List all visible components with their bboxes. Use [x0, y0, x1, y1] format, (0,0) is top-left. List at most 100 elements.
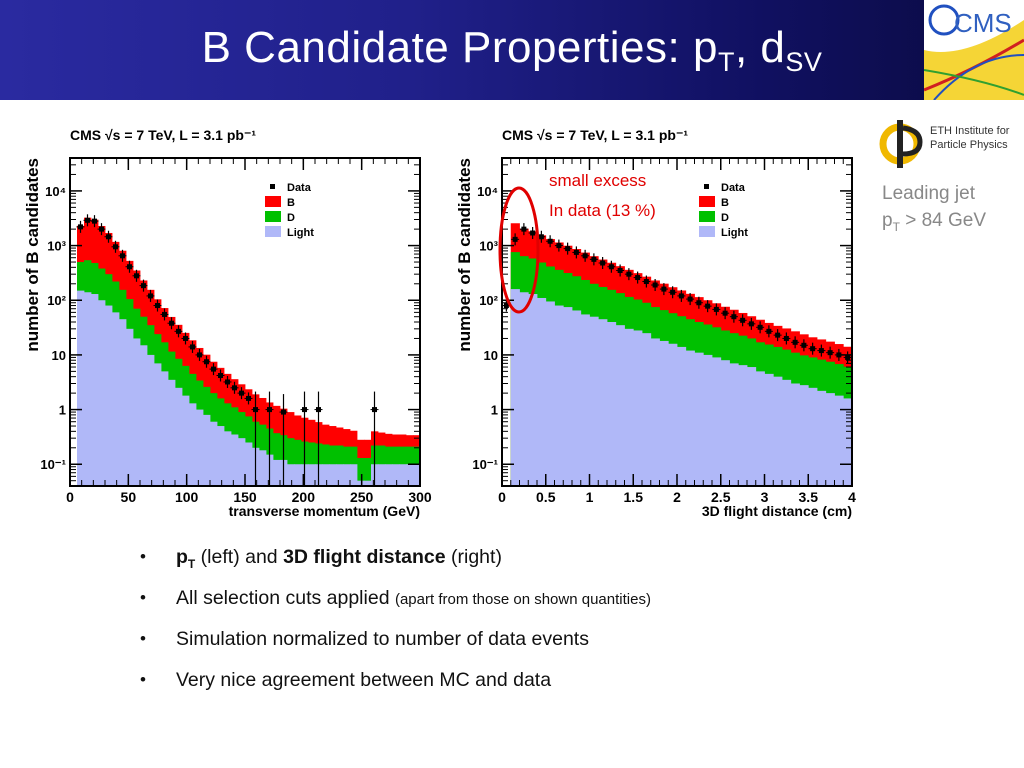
data-point	[740, 317, 746, 323]
y-tick-label: 10⁴	[477, 184, 498, 199]
data-point	[92, 218, 97, 224]
hist-bar-light	[615, 325, 625, 486]
data-point	[127, 264, 132, 270]
data-point	[530, 230, 536, 236]
data-point	[148, 293, 153, 299]
data-point	[99, 226, 104, 232]
hist-bar-light	[808, 387, 818, 486]
hist-bar-light	[677, 346, 687, 486]
data-point	[281, 409, 286, 415]
hist-bar-light	[343, 464, 351, 486]
y-tick-label: 10	[484, 348, 498, 363]
data-point	[582, 253, 588, 259]
legend-marker-data	[704, 184, 709, 189]
data-point	[818, 348, 824, 354]
hist-bar-light	[685, 350, 695, 486]
hist-bar-light	[105, 305, 113, 486]
eth-logo	[879, 120, 923, 168]
hist-bar-light	[694, 352, 704, 486]
cms-logo: CMS	[924, 0, 1024, 100]
y-axis-label: number of B candidates	[455, 158, 474, 352]
y-tick-label: 10³	[479, 239, 498, 254]
hist-bar-light	[392, 464, 400, 486]
excess-highlight-ellipse	[498, 186, 540, 314]
hist-bar-light	[189, 403, 197, 486]
data-point	[600, 260, 606, 266]
bullet-dot: •	[140, 588, 146, 607]
hist-bar-light	[161, 371, 169, 486]
hist-bar-light	[196, 409, 204, 486]
hist-bar-light	[77, 290, 85, 486]
x-tick-label: 0	[498, 489, 506, 505]
legend-label: B	[287, 197, 295, 209]
x-axis-label: 3D flight distance (cm)	[702, 503, 852, 519]
legend-swatch-d	[699, 211, 715, 222]
x-tick-label: 2	[673, 489, 681, 505]
y-tick-label: 1	[491, 403, 498, 418]
flight-distance-histogram: 10⁻¹ 1 10 10² 10³ 10⁴ 0 0.5 1 1.5 2 2.5 3 3.5 43D flig…	[455, 127, 856, 519]
data-point	[162, 311, 167, 317]
legend-swatch-d	[265, 211, 281, 222]
legend-label: Data	[287, 182, 312, 194]
hist-bar-light	[747, 367, 757, 486]
annotation-line1: small excess	[549, 171, 646, 190]
x-axis-label: transverse momentum (GeV)	[229, 503, 420, 519]
hist-bar-light	[633, 330, 643, 486]
hist-bar-light	[84, 292, 92, 486]
hist-bar-d	[294, 439, 302, 486]
bullet-dot: •	[140, 629, 146, 648]
data-point	[204, 359, 209, 365]
legend-label: D	[721, 212, 729, 224]
data-point	[713, 306, 719, 312]
hist-bar-d	[357, 458, 365, 486]
hist-bar-light	[650, 338, 660, 486]
bullet-list: • pT (left) and 3D flight distance (righ…	[140, 542, 651, 706]
hist-bar-light	[273, 459, 281, 486]
x-tick-label: 100	[175, 489, 199, 505]
hist-bar-light	[350, 464, 358, 486]
hist-bar-light	[378, 464, 386, 486]
hist-bar-light	[572, 310, 582, 486]
hist-bar-light	[598, 319, 608, 486]
hist-bar-light	[755, 371, 765, 486]
hist-bar-light	[217, 426, 225, 486]
hist-bar-light	[413, 464, 421, 486]
hist-bar-light	[554, 305, 564, 486]
data-point	[731, 314, 737, 320]
hist-bar-light	[668, 343, 678, 486]
data-point	[253, 407, 258, 413]
hist-bar-light	[825, 393, 835, 486]
legend-swatch-light	[265, 226, 281, 237]
data-point	[176, 328, 181, 334]
legend-swatch-b	[699, 196, 715, 207]
data-point	[183, 335, 188, 341]
hist-bar-light	[259, 450, 267, 486]
data-point	[78, 224, 83, 230]
y-tick-label: 10³	[47, 239, 66, 254]
data-point	[141, 283, 146, 289]
hist-bar-light	[817, 390, 827, 486]
hist-bar-d	[364, 458, 372, 486]
hist-bar-light	[580, 314, 590, 486]
data-point	[748, 321, 754, 327]
x-tick-label: 3.5	[799, 489, 819, 505]
chart-header: CMS √s = 7 TeV, L = 3.1 pb⁻¹	[70, 127, 256, 143]
legend-label: B	[721, 197, 729, 209]
hist-bar-light	[308, 464, 316, 486]
data-point	[722, 310, 728, 316]
hist-bar-light	[834, 395, 844, 486]
legend-marker-data	[270, 184, 275, 189]
hist-bar-light	[364, 480, 372, 486]
annotation-line2: In data (13 %)	[549, 201, 656, 220]
hist-bar-light	[287, 464, 295, 486]
data-point	[302, 407, 307, 413]
hist-bar-light	[224, 431, 232, 486]
hist-bar-light	[182, 395, 190, 486]
x-tick-label: 1.5	[624, 489, 644, 505]
hist-bar-light	[607, 322, 617, 486]
hist-bar-light	[528, 294, 538, 486]
hist-bar-light	[203, 414, 211, 486]
hist-bar-light	[168, 379, 176, 486]
legend-label: D	[287, 212, 295, 224]
x-tick-label: 150	[233, 489, 257, 505]
